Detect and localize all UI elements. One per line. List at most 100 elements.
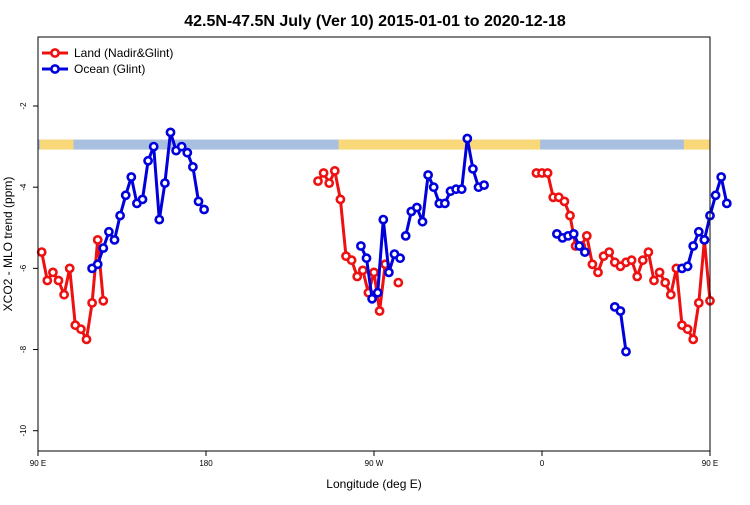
data-point bbox=[98, 243, 109, 253]
data-point bbox=[643, 247, 654, 257]
data-point bbox=[383, 267, 394, 278]
data-point bbox=[593, 267, 603, 278]
data-point bbox=[324, 178, 335, 188]
data-point bbox=[346, 255, 357, 266]
data-point bbox=[165, 127, 176, 138]
data-point bbox=[318, 168, 329, 178]
data-point bbox=[721, 198, 732, 209]
data-point bbox=[137, 194, 148, 205]
data-point bbox=[76, 324, 86, 335]
data-point bbox=[154, 214, 165, 225]
y-tick-label: -4 bbox=[19, 183, 28, 191]
data-point bbox=[688, 241, 699, 251]
band-land-segment bbox=[39, 139, 74, 150]
data-point bbox=[42, 275, 53, 286]
data-point bbox=[393, 277, 404, 288]
data-point bbox=[59, 289, 69, 300]
legend-label: Land (Nadir&Glint) bbox=[74, 46, 173, 60]
series-layer bbox=[36, 127, 732, 357]
data-point bbox=[143, 155, 153, 166]
data-point bbox=[682, 261, 693, 272]
data-point bbox=[48, 267, 58, 278]
data-point bbox=[439, 198, 450, 209]
y-tick-label: -6 bbox=[19, 264, 28, 272]
data-point bbox=[710, 190, 721, 201]
data-point bbox=[126, 172, 137, 182]
data-point bbox=[355, 241, 366, 251]
data-point bbox=[148, 141, 159, 152]
data-point bbox=[81, 334, 92, 345]
data-point bbox=[335, 194, 346, 205]
data-point bbox=[352, 271, 363, 282]
data-point bbox=[428, 182, 439, 193]
data-point bbox=[115, 210, 125, 221]
data-point bbox=[104, 226, 114, 237]
data-point bbox=[417, 216, 428, 227]
band-land-segment bbox=[683, 139, 710, 150]
data-point bbox=[565, 210, 575, 221]
x-tick-label: 0 bbox=[540, 459, 545, 468]
y-axis: -2 -4 -6 -8 -10 bbox=[19, 102, 38, 436]
data-point bbox=[574, 241, 585, 251]
data-point bbox=[92, 259, 103, 270]
series-line bbox=[404, 137, 485, 237]
y-axis-label: XCO2 - MLO trend (ppm) bbox=[1, 177, 15, 312]
data-point bbox=[716, 172, 727, 182]
chart-title: 42.5N-47.5N July (Ver 10) 2015-01-01 to … bbox=[184, 13, 566, 30]
data-point bbox=[581, 230, 592, 241]
data-point bbox=[423, 170, 433, 180]
legend: Land (Nadir&Glint) Ocean (Glint) bbox=[42, 46, 173, 76]
data-point bbox=[632, 271, 643, 282]
data-point bbox=[120, 190, 131, 201]
legend-swatch-marker bbox=[50, 48, 60, 58]
data-point bbox=[568, 228, 579, 239]
data-point bbox=[665, 289, 676, 300]
data-point bbox=[462, 133, 473, 144]
series-ocean bbox=[87, 127, 732, 357]
data-point bbox=[688, 334, 699, 345]
data-point bbox=[372, 287, 383, 298]
data-point bbox=[411, 202, 422, 213]
y-tick-label: -2 bbox=[19, 102, 28, 110]
data-point bbox=[92, 234, 103, 245]
data-point bbox=[193, 196, 204, 207]
data-point bbox=[87, 297, 97, 308]
band-land-segment bbox=[338, 139, 541, 150]
data-point bbox=[159, 178, 170, 188]
data-point bbox=[654, 267, 665, 278]
data-point bbox=[378, 214, 389, 225]
data-point bbox=[64, 263, 75, 274]
data-point bbox=[199, 204, 209, 215]
legend-label: Ocean (Glint) bbox=[74, 62, 145, 76]
x-axis: 90 E 180 90 W 0 90 E bbox=[30, 451, 718, 468]
x-tick-label: 90 E bbox=[702, 459, 718, 468]
data-point bbox=[176, 141, 187, 152]
data-point bbox=[400, 230, 411, 241]
data-point bbox=[542, 168, 553, 178]
data-point bbox=[357, 265, 368, 276]
data-point bbox=[53, 275, 64, 286]
legend-swatch-marker bbox=[50, 64, 60, 74]
data-point bbox=[559, 196, 570, 207]
data-point bbox=[649, 275, 659, 286]
data-point bbox=[467, 163, 478, 174]
x-axis-label: Longitude (deg E) bbox=[326, 477, 421, 491]
legend-item: Land (Nadir&Glint) bbox=[42, 46, 173, 60]
data-point bbox=[369, 267, 379, 278]
x-tick-label: 90 W bbox=[365, 459, 384, 468]
data-point bbox=[637, 255, 648, 266]
data-point bbox=[682, 324, 693, 335]
data-point bbox=[660, 277, 671, 288]
data-point bbox=[367, 293, 377, 304]
data-point bbox=[187, 161, 198, 172]
data-point bbox=[615, 306, 626, 316]
legend-item: Ocean (Glint) bbox=[42, 62, 145, 76]
data-point bbox=[587, 259, 598, 270]
plot-frame bbox=[37, 36, 711, 452]
x-tick-label: 180 bbox=[199, 459, 213, 468]
data-point bbox=[693, 226, 704, 237]
series-land bbox=[36, 165, 715, 345]
data-point bbox=[580, 247, 590, 257]
data-point bbox=[604, 247, 615, 257]
